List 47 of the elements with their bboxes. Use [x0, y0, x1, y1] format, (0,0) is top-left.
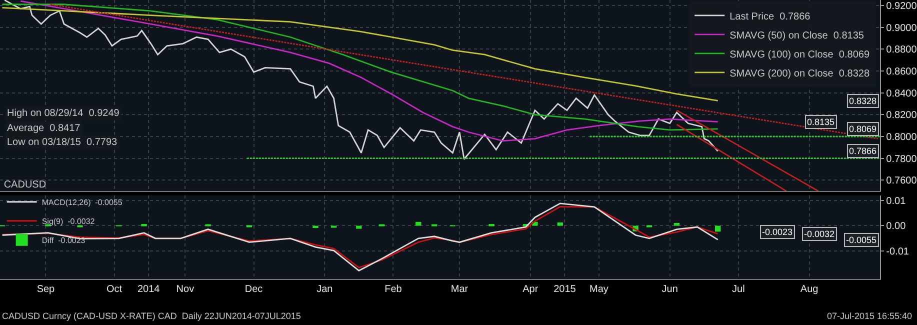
x-tick-label: Feb [384, 284, 402, 295]
y-tick-label: 0.00 [886, 221, 906, 232]
annotation: High on 08/29/14 0.9249 [7, 108, 120, 119]
x-tick-label: Nov [176, 284, 194, 295]
annotation: 0.7866 [849, 146, 877, 156]
annotation: -0.0023 [762, 227, 793, 237]
x-tick-label: Jan [316, 284, 333, 295]
annotation: 0.8069 [849, 124, 877, 134]
legend-label: MACD(12,26) -0.0055 [42, 198, 123, 207]
x-tick-label: Dec [244, 284, 263, 295]
legend-label: SMAVG (50) on Close 0.8135 [730, 30, 864, 42]
y-tick-label: 0.7600 [886, 176, 917, 187]
x-tick-label: 2015 [554, 284, 576, 295]
y-tick-label: 0.8400 [886, 88, 917, 100]
y-tick-label: -0.01 [886, 246, 910, 258]
x-tick-label: Jun [662, 284, 678, 295]
y-tick-label: 0.9000 [886, 22, 917, 34]
x-tick-label: Sep [36, 284, 56, 295]
line-series [2, 6, 719, 102]
legend-label: Last Price 0.7866 [730, 11, 811, 22]
x-tick-label: Oct [106, 284, 122, 295]
y-tick-label: 0.8000 [886, 132, 917, 144]
annotation: -0.0032 [804, 229, 835, 239]
annotation: -0.0055 [846, 235, 877, 245]
y-tick-label: 0.9200 [886, 0, 917, 12]
annotation: Average 0.8417 [7, 123, 81, 134]
x-tick-label: May [590, 284, 608, 295]
legend-title: CADUSD [4, 179, 46, 190]
annotation: 0.8328 [849, 96, 877, 106]
x-tick-label: Aug [800, 284, 818, 295]
text: CADUSD Curncy (CAD-USD X-RATE) CAD Daily 22JUN2014-07JUL2015 [2, 311, 301, 321]
x-tick-label: Jul [732, 284, 745, 295]
y-tick-label: 0.8200 [886, 110, 917, 122]
legend-label: Diff -0.0023 [42, 236, 86, 245]
text: 07-Jul-2015 16:55:40 [827, 311, 912, 321]
x-tick-label: Mar [450, 284, 469, 295]
legend-label: SMAVG (200) on Close 0.8328 [730, 68, 870, 80]
annotation: 0.8135 [807, 117, 835, 127]
y-tick-label: 0.01 [886, 196, 906, 207]
y-tick-label: 0.8800 [886, 44, 917, 56]
y-tick-label: 0.7800 [886, 154, 917, 165]
legend-label: SMAVG (100) on Close 0.8069 [730, 49, 870, 60]
annotation: Low on 03/18/15 0.7793 [7, 137, 118, 148]
x-tick-label: Apr [522, 284, 539, 295]
legend-label: Sig(9) -0.0032 [42, 216, 96, 226]
x-tick-label: 2014 [137, 284, 160, 295]
y-tick-label: 0.8600 [886, 66, 917, 78]
